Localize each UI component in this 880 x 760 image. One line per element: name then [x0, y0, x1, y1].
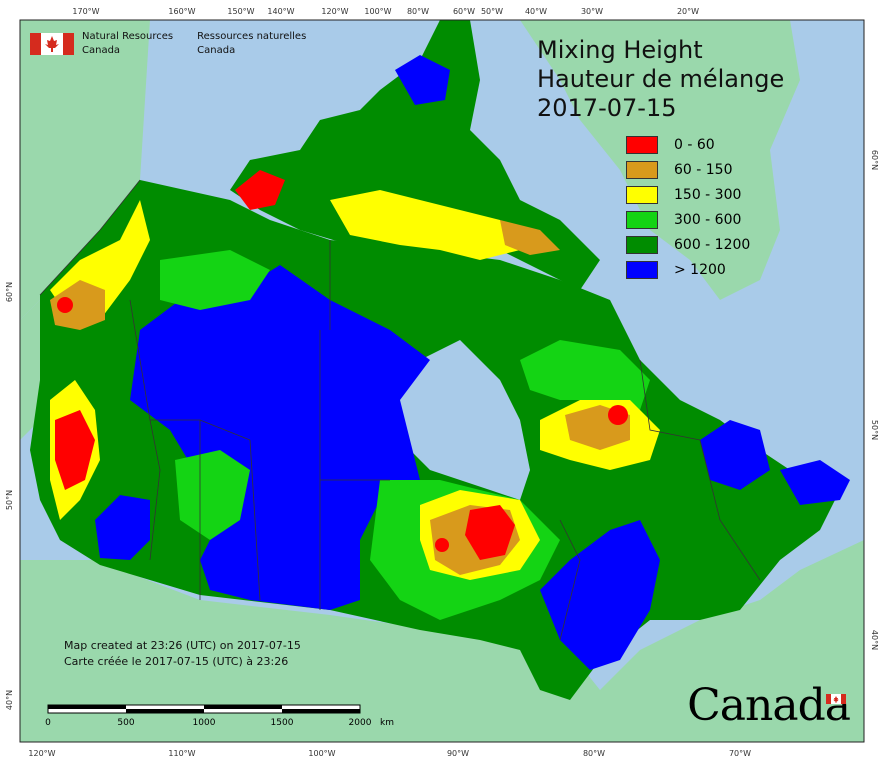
canada-wordmark: Canada: [687, 680, 851, 731]
legend-label: 0 - 60: [674, 136, 715, 153]
legend-label: 300 - 600: [674, 211, 742, 228]
graticule-top-label-3: 140°W: [267, 7, 294, 16]
scale-bar: 0 500 1000 1500 2000 km: [40, 703, 420, 737]
legend-label: 60 - 150: [674, 161, 733, 178]
canada-flag-logo: [30, 33, 74, 55]
legend: 0 - 60 60 - 150 150 - 300 300 - 600 600 - 12…: [626, 132, 750, 282]
creation-note-english: Map created at 23:26 (UTC) on 2017-07-15: [64, 639, 301, 652]
graticule-right: 60°N 50°N 40°N: [870, 150, 879, 650]
zone-150-300-arctic: [330, 190, 520, 260]
creation-note: Map created at 23:26 (UTC) on 2017-07-15…: [64, 638, 301, 670]
zone-0-60-quebec-spot: [608, 405, 628, 425]
scale-label-0: 0: [45, 718, 51, 728]
graticule-top: 170°W 160°W 150°W 140°W 120°W 100°W 80°W…: [72, 7, 699, 16]
zone-0-60-bc: [55, 410, 95, 490]
graticule-top-label-10: 30°W: [581, 7, 603, 16]
graticule-bottom: 120°W 110°W 100°W 90°W 80°W 70°W: [28, 749, 751, 758]
zone-gt1200-ellesmere: [395, 55, 450, 105]
graticule-bottom-label-2: 100°W: [308, 749, 335, 758]
zone-300-600-north: [160, 250, 270, 310]
creation-note-french: Carte créée le 2017-07-15 (UTC) à 23:26: [64, 655, 289, 668]
graticule-bottom-label-3: 90°W: [447, 749, 469, 758]
graticule-bottom-label-0: 120°W: [28, 749, 55, 758]
legend-item: 150 - 300: [626, 182, 750, 207]
zone-gt1200-quebec: [700, 420, 770, 490]
graticule-bottom-label-4: 80°W: [583, 749, 605, 758]
agency-en-line1: Natural Resources: [82, 31, 174, 42]
legend-swatch: [626, 260, 658, 279]
zone-300-600-quebec: [520, 340, 650, 410]
legend-label: 150 - 300: [674, 186, 742, 203]
greenland-landmass: [520, 20, 800, 300]
legend-swatch: [626, 185, 658, 204]
agency-french: Ressources naturelles Canada: [197, 30, 306, 58]
graticule-bottom-label-1: 110°W: [168, 749, 195, 758]
zone-gt1200-central: [130, 265, 430, 610]
legend-item: > 1200: [626, 257, 750, 282]
zone-60-150-arctic: [500, 220, 560, 255]
scale-unit: km: [380, 718, 394, 728]
usa-landmass: [20, 540, 864, 742]
zone-gt1200-labrador: [780, 460, 850, 505]
scale-label-1: 500: [117, 718, 135, 728]
graticule-top-label-9: 40°W: [525, 7, 547, 16]
graticule-top-label-4: 120°W: [321, 7, 348, 16]
graticule-top-label-2: 150°W: [227, 7, 254, 16]
agency-en-line2: Canada: [82, 45, 121, 56]
graticule-right-label-0: 60°N: [870, 150, 879, 170]
map-border: [19, 19, 865, 743]
agency-signature: Natural Resources Canada Ressources natu…: [82, 30, 306, 58]
agency-fr-line1: Ressources naturelles: [197, 31, 307, 42]
legend-label: > 1200: [674, 261, 726, 278]
graticule-top-label-6: 80°W: [407, 7, 429, 16]
graticule-left-label-1: 50°N: [5, 490, 14, 510]
legend-swatch: [626, 235, 658, 254]
graticule-left: 60°N 50°N 40°N: [5, 282, 14, 710]
graticule-bottom-label-5: 70°W: [729, 749, 751, 758]
graticule-top-label-8: 50°W: [481, 7, 503, 16]
legend-label: 600 - 1200: [674, 236, 751, 253]
legend-swatch: [626, 160, 658, 179]
zone-0-60-arctic: [235, 170, 285, 210]
agency-fr-line2: Canada: [197, 45, 236, 56]
map-title-english: Mixing Height: [537, 36, 703, 64]
zone-0-60-yukon-spot: [57, 297, 73, 313]
alaska-landmass: [20, 20, 150, 320]
zone-0-60-ontario-spot: [435, 538, 449, 552]
legend-item: 600 - 1200: [626, 232, 750, 257]
zone-300-600-prairies: [175, 450, 250, 540]
graticule-right-label-1: 50°N: [870, 420, 879, 440]
scale-label-2: 1000: [192, 718, 216, 728]
legend-item: 60 - 150: [626, 157, 750, 182]
agency-english: Natural Resources Canada: [82, 30, 173, 58]
hudson-bay: [395, 340, 530, 500]
map-date: 2017-07-15: [537, 94, 677, 122]
zone-60-150-yukon: [50, 280, 105, 330]
provincial-borders: [39, 179, 761, 641]
scale-bar-graphic: [47, 704, 361, 714]
scale-label-4: 2000: [348, 718, 372, 728]
legend-swatch: [626, 210, 658, 229]
graticule-top-label-5: 100°W: [364, 7, 391, 16]
scale-label-3: 1500: [270, 718, 294, 728]
graticule-right-label-2: 40°N: [870, 630, 879, 650]
graticule-top-label-0: 170°W: [72, 7, 99, 16]
graticule-top-label-1: 160°W: [168, 7, 195, 16]
wordmark-flag-icon: [826, 694, 846, 704]
map-title-block: Mixing Height Hauteur de mélange 2017-07…: [537, 36, 784, 123]
graticule-top-label-11: 20°W: [677, 7, 699, 16]
graticule-left-label-0: 60°N: [5, 282, 14, 302]
map-title-french: Hauteur de mélange: [537, 65, 785, 93]
legend-item: 300 - 600: [626, 207, 750, 232]
graticule-top-label-7: 60°W: [453, 7, 475, 16]
zone-gt1200-southwest: [95, 495, 150, 560]
legend-item: 0 - 60: [626, 132, 750, 157]
graticule-left-label-2: 40°N: [5, 690, 14, 710]
zone-gt1200-ontario: [540, 520, 660, 670]
zone-0-60-ontario: [465, 505, 515, 560]
legend-swatch: [626, 135, 658, 154]
